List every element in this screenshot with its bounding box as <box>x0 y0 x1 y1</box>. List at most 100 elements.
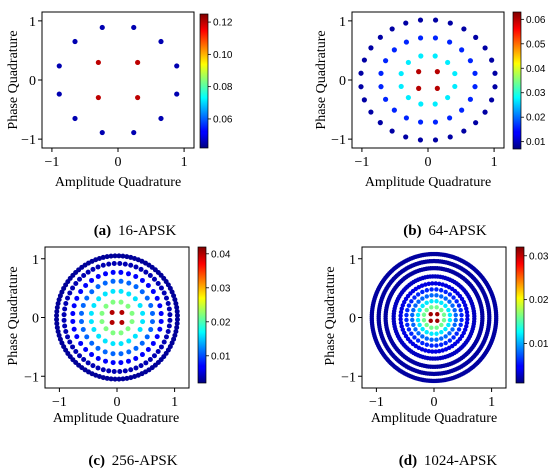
constellation-point <box>96 296 102 302</box>
caption-text: 16-APSK <box>118 223 177 239</box>
constellation-point <box>426 348 431 354</box>
constellation-point <box>440 348 445 353</box>
constellation-point <box>358 84 364 90</box>
constellation-point <box>65 295 71 301</box>
constellation-point <box>95 59 101 66</box>
constellation-point <box>404 317 409 323</box>
constellation-point <box>155 349 161 355</box>
constellation-point <box>158 115 164 122</box>
constellation-point <box>415 292 421 297</box>
constellation-point <box>413 327 418 332</box>
constellation-point <box>447 317 453 323</box>
x-tick-label: 1 <box>491 155 498 170</box>
constellation-point <box>473 34 479 40</box>
constellation-point <box>434 305 439 310</box>
constellation-point <box>147 357 153 362</box>
constellation-point <box>157 303 163 309</box>
constellation-point <box>73 349 79 355</box>
constellation-point <box>132 296 138 302</box>
constellation-point <box>378 70 384 76</box>
constellation-point <box>173 328 179 334</box>
constellation-point <box>126 338 132 344</box>
colorbar-tick-label: 0.02 <box>529 295 549 306</box>
constellation-point <box>439 307 444 313</box>
constellation-point <box>482 45 488 51</box>
constellation-point <box>417 17 424 23</box>
constellation-point <box>464 324 469 329</box>
caption: (c) 256-APSK <box>88 453 177 469</box>
x-tick-label: −1 <box>354 155 369 170</box>
constellation-point <box>155 280 161 286</box>
constellation-point <box>145 283 151 289</box>
constellation-point <box>89 277 95 283</box>
x-tick-label: 0 <box>425 155 432 170</box>
caption-letter: (a) <box>94 223 112 239</box>
constellation-point <box>421 312 427 317</box>
constellation-point <box>447 312 453 318</box>
plot-frame <box>41 11 195 149</box>
constellation-point <box>117 261 123 267</box>
constellation-point <box>96 333 102 339</box>
constellation-point <box>461 128 467 134</box>
constellation-point <box>151 276 157 282</box>
constellation-point <box>104 375 110 381</box>
constellation-point <box>418 101 424 107</box>
constellation-point <box>118 360 124 366</box>
colorbar-tick-label: 0.04 <box>211 249 231 260</box>
constellation-point <box>93 372 99 378</box>
constellation-point <box>447 299 452 304</box>
constellation-point <box>452 322 457 328</box>
constellation-point <box>465 313 470 318</box>
constellation-point <box>450 327 455 332</box>
constellation-point <box>133 356 139 361</box>
constellation-point <box>166 306 172 312</box>
constellation-point <box>148 302 154 308</box>
constellation-point <box>439 294 444 299</box>
constellation-point <box>131 129 137 136</box>
constellation-point <box>54 308 60 314</box>
constellation-point <box>135 59 141 66</box>
constellation-point <box>447 134 453 140</box>
constellation-point <box>110 351 116 357</box>
y-tick-label: 1 <box>29 15 36 30</box>
constellation-point <box>405 322 410 327</box>
constellation-point <box>464 306 469 311</box>
constellation-point <box>102 291 108 297</box>
colorbar-tick-label: 0.06 <box>213 114 233 125</box>
constellation-point <box>398 83 404 90</box>
constellation-point <box>151 353 157 359</box>
constellation-point <box>423 348 428 353</box>
constellation-point <box>489 57 495 63</box>
constellation-point <box>77 276 83 282</box>
constellation-point <box>173 300 179 306</box>
constellation-point <box>89 289 95 295</box>
constellation-point <box>99 129 105 136</box>
constellation-point <box>434 293 439 298</box>
constellation-point <box>109 319 115 325</box>
constellation-point <box>108 376 114 382</box>
y-tick-label: 0 <box>339 74 346 89</box>
constellation-point <box>368 45 374 51</box>
constellation-point <box>128 262 134 268</box>
constellation-point <box>89 352 95 358</box>
constellation-point <box>458 308 463 313</box>
panel-64-apsk: −1 0 1 −1 0 1 Amplitude Quadrature Phase Quad… <box>314 11 546 239</box>
colorbar-tick-label: 0.01 <box>211 351 231 362</box>
constellation-point <box>410 312 415 318</box>
constellation-point <box>95 345 101 351</box>
constellation-point <box>451 295 456 300</box>
constellation-point <box>54 313 60 319</box>
constellation-point <box>132 374 138 380</box>
constellation-point <box>412 335 417 340</box>
y-axis-label: Phase Quadrature <box>323 266 338 365</box>
constellation-point <box>55 329 61 335</box>
constellation-point <box>433 349 438 354</box>
constellation-point <box>112 376 118 382</box>
caption-letter: (c) <box>88 453 105 469</box>
constellation-point <box>133 365 139 371</box>
constellation-point <box>158 285 164 291</box>
constellation-point <box>67 339 73 345</box>
y-tick-label: 1 <box>32 253 39 268</box>
caption: (a) 16-APSK <box>94 223 177 239</box>
constellation-point <box>174 316 180 322</box>
